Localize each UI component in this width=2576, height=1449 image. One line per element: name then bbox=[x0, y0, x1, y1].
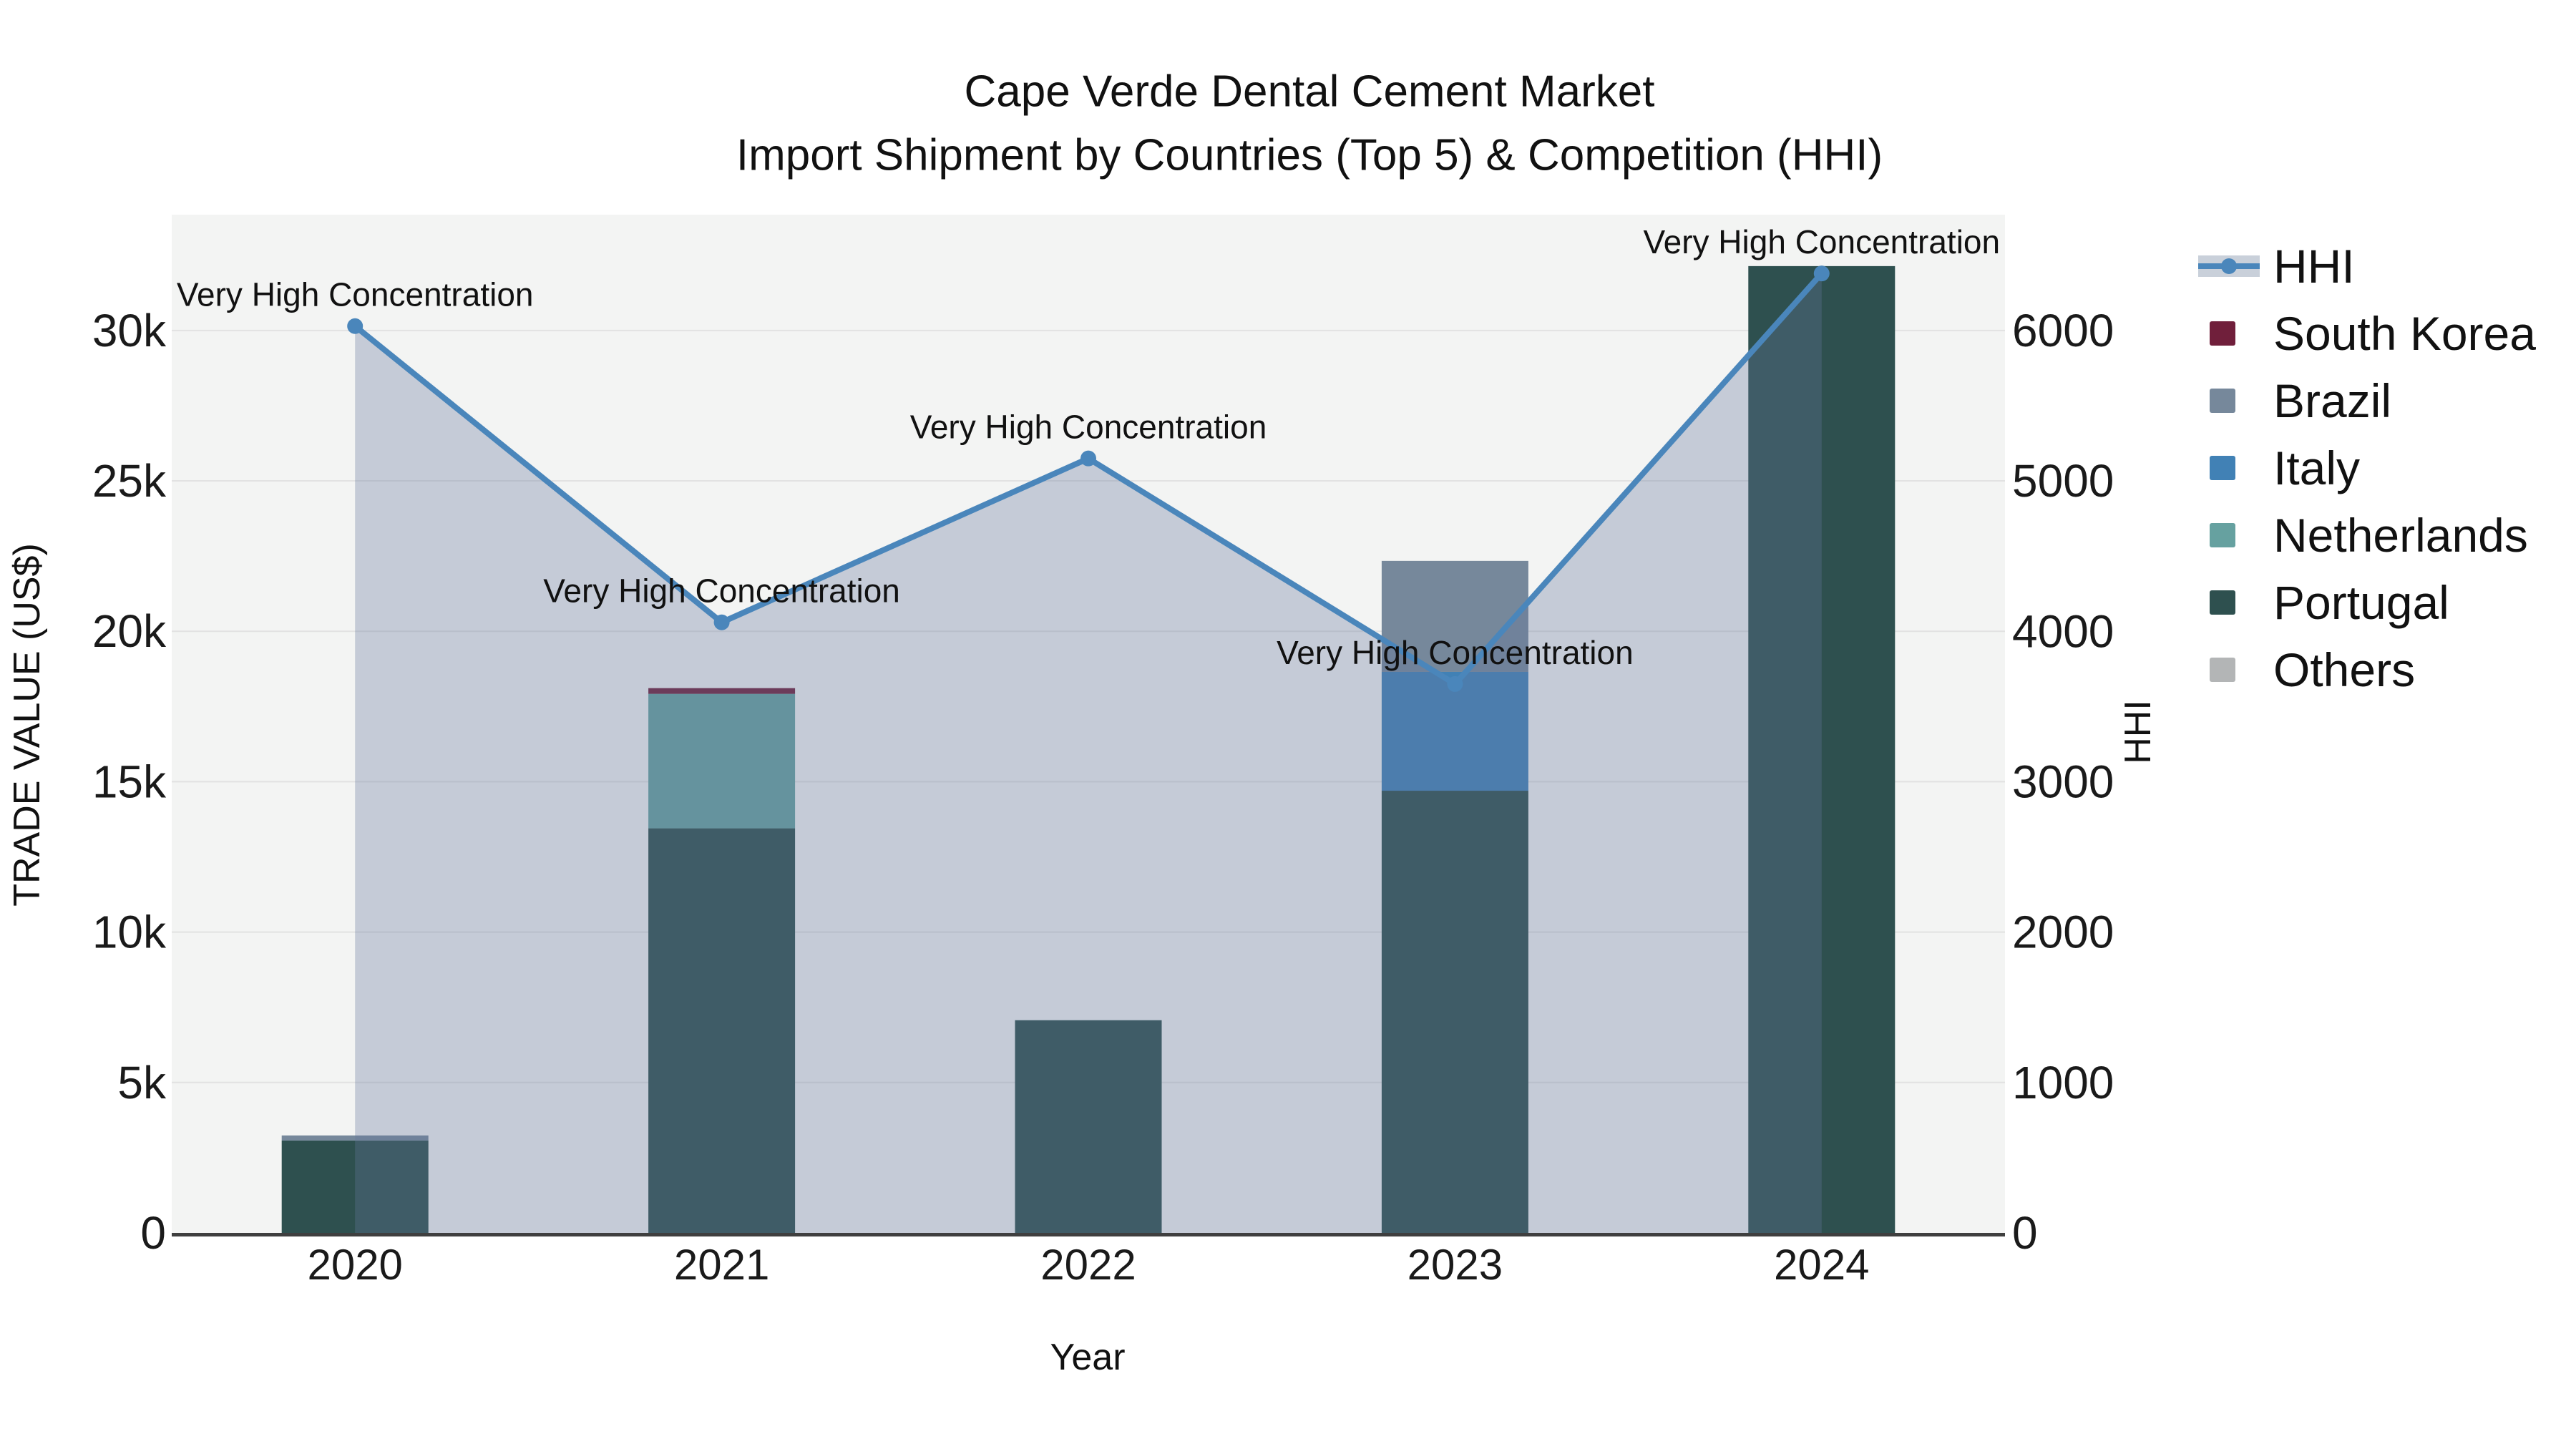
legend-item-brazil[interactable]: Brazil bbox=[2190, 367, 2536, 434]
x-tick-2020: 2020 bbox=[307, 1241, 402, 1289]
color-swatch-icon bbox=[2190, 434, 2273, 502]
y-left-tick-20k: 20k bbox=[92, 605, 167, 657]
x-tick-2022: 2022 bbox=[1040, 1241, 1136, 1289]
color-swatch-icon bbox=[2190, 502, 2273, 569]
bar-segment-netherlands-2021[interactable] bbox=[648, 693, 796, 829]
bar-segment-brazil-2020[interactable] bbox=[281, 1135, 429, 1141]
hhi-marker-2022[interactable] bbox=[1080, 450, 1096, 467]
x-tick-2021: 2021 bbox=[674, 1241, 769, 1289]
y-left-tick-10k: 10k bbox=[92, 907, 167, 958]
y-right-tick-2000: 2000 bbox=[2012, 907, 2114, 958]
chart-title: Cape Verde Dental Cement Market bbox=[964, 67, 1655, 117]
hhi-marker-2024[interactable] bbox=[1813, 265, 1830, 282]
legend-item-portugal[interactable]: Portugal bbox=[2190, 569, 2536, 636]
legend-item-south-korea[interactable]: South Korea bbox=[2190, 300, 2536, 367]
legend-label: Italy bbox=[2273, 441, 2361, 494]
annotation-2023: Very High Concentration bbox=[1277, 634, 1634, 671]
annotation-2024: Very High Concentration bbox=[1643, 223, 2000, 260]
y-left-tick-5k: 5k bbox=[117, 1057, 167, 1108]
annotation-2020: Very High Concentration bbox=[177, 276, 534, 313]
y-right-tick-4000: 4000 bbox=[2012, 605, 2114, 657]
hhi-area-fill bbox=[355, 273, 1822, 1233]
chart-subtitle: Import Shipment by Countries (Top 5) & C… bbox=[736, 130, 1883, 180]
annotation-2022: Very High Concentration bbox=[910, 409, 1267, 446]
bar-segment-portugal-2022[interactable] bbox=[1015, 1020, 1162, 1233]
legend-label: South Korea bbox=[2273, 307, 2536, 360]
y-right-tick-6000: 6000 bbox=[2012, 305, 2114, 356]
legend-item-hhi[interactable]: HHI bbox=[2190, 233, 2536, 300]
annotation-2021: Very High Concentration bbox=[543, 572, 900, 610]
y-right-tick-5000: 5000 bbox=[2012, 455, 2114, 507]
y-right-tick-0: 0 bbox=[2012, 1207, 2038, 1259]
bar-segment-portugal-2024[interactable] bbox=[1748, 265, 1896, 1233]
legend-label: Brazil bbox=[2273, 374, 2392, 427]
bar-segment-portugal-2023[interactable] bbox=[1381, 791, 1528, 1233]
hhi-line-icon bbox=[2190, 233, 2273, 300]
bar-segment-portugal-2020[interactable] bbox=[281, 1140, 429, 1233]
hhi-marker-2021[interactable] bbox=[713, 614, 730, 630]
y-right-tick-3000: 3000 bbox=[2012, 756, 2114, 808]
y-left-axis-title: TRADE VALUE (US$) bbox=[6, 543, 48, 907]
color-swatch-icon bbox=[2190, 300, 2273, 367]
legend-label: Others bbox=[2273, 643, 2416, 696]
color-swatch-icon bbox=[2190, 367, 2273, 434]
y-left-tick-15k: 15k bbox=[92, 756, 167, 807]
x-axis-title: Year bbox=[1050, 1337, 1126, 1378]
legend-item-others[interactable]: Others bbox=[2190, 636, 2536, 703]
legend-label: HHI bbox=[2273, 240, 2355, 293]
hhi-marker-2023[interactable] bbox=[1447, 675, 1463, 692]
x-tick-2023: 2023 bbox=[1407, 1241, 1503, 1289]
legend-item-italy[interactable]: Italy bbox=[2190, 434, 2536, 502]
legend: HHI South Korea Brazil Italy Netherlands Port… bbox=[2190, 233, 2536, 703]
color-swatch-icon bbox=[2190, 636, 2273, 703]
y-right-tick-1000: 1000 bbox=[2012, 1057, 2114, 1108]
y-left-tick-0: 0 bbox=[140, 1207, 166, 1259]
legend-label: Portugal bbox=[2273, 576, 2449, 629]
legend-item-netherlands[interactable]: Netherlands bbox=[2190, 502, 2536, 569]
legend-label: Netherlands bbox=[2273, 509, 2528, 562]
color-swatch-icon bbox=[2190, 569, 2273, 636]
y-left-tick-25k: 25k bbox=[92, 455, 167, 507]
y-right-axis-title: HHI bbox=[2117, 700, 2159, 764]
hhi-marker-2020[interactable] bbox=[347, 318, 364, 334]
x-axis-spine bbox=[172, 1233, 2005, 1236]
y-left-tick-30k: 30k bbox=[92, 305, 167, 356]
bar-segment-portugal-2021[interactable] bbox=[648, 828, 796, 1233]
x-tick-2024: 2024 bbox=[1774, 1241, 1869, 1289]
bar-segment-south-korea-2021[interactable] bbox=[648, 688, 796, 694]
